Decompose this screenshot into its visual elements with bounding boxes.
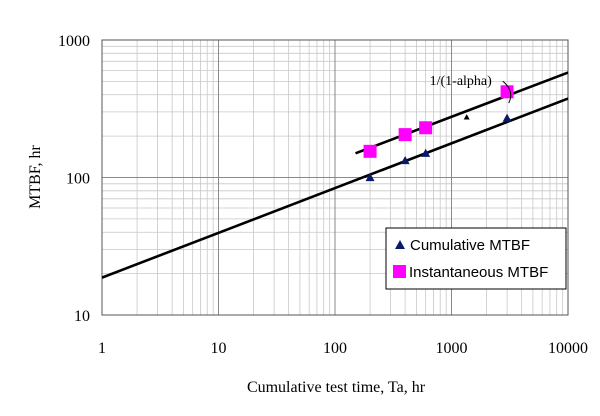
cumulative-mtbf-point (365, 173, 375, 182)
x-tick-label: 1000 (436, 340, 468, 357)
plot-frame (101, 39, 569, 316)
legend-box (385, 227, 567, 290)
plot-border (101, 39, 569, 316)
instantaneous-mtbf-point (363, 144, 377, 158)
annotation-leader (502, 80, 512, 104)
x-axis-title: Cumulative test time, Ta, hr (247, 379, 426, 396)
legend-item-instantaneous: Instantaneous MTBF (393, 264, 548, 281)
x-tick-label: 10000 (548, 340, 588, 357)
fit-lines (101, 71, 569, 279)
tick-labels: 1 10 100 1000 10000 10 100 1000 (58, 33, 588, 357)
y-tick-label: 10 (74, 308, 90, 325)
x-tick-label: 1 (98, 340, 106, 357)
y-tick-label: 1000 (58, 33, 90, 50)
legend-triangle-icon (395, 240, 405, 249)
cumulative-mtbf-point (400, 155, 410, 165)
cumulative-mtbf-point (421, 148, 431, 157)
cumulative-mtbf-point (502, 113, 512, 122)
fit-line-2 (355, 71, 569, 155)
legend-square-icon (393, 265, 406, 278)
x-tick-label: 10 (211, 340, 227, 357)
legend-label-instantaneous: Instantaneous MTBF (409, 264, 548, 281)
instantaneous-mtbf-point (419, 121, 433, 135)
instantaneous-mtbf-point (398, 128, 412, 142)
legend-item-cumulative: Cumulative MTBF (395, 237, 530, 254)
annotation-label: 1/(1-alpha) (430, 74, 493, 89)
legend-label-cumulative: Cumulative MTBF (410, 237, 530, 254)
annotations: 1/(1-alpha) (430, 74, 512, 104)
legend: Cumulative MTBF Instantaneous MTBF (385, 227, 567, 290)
instantaneous-mtbf-point (500, 85, 514, 99)
x-tick-label: 100 (323, 340, 347, 357)
fit-line-1 (101, 97, 569, 279)
extra-marker-point (463, 114, 470, 120)
y-tick-label: 100 (66, 171, 90, 188)
y-axis-title: MTBF, hr (27, 145, 44, 209)
